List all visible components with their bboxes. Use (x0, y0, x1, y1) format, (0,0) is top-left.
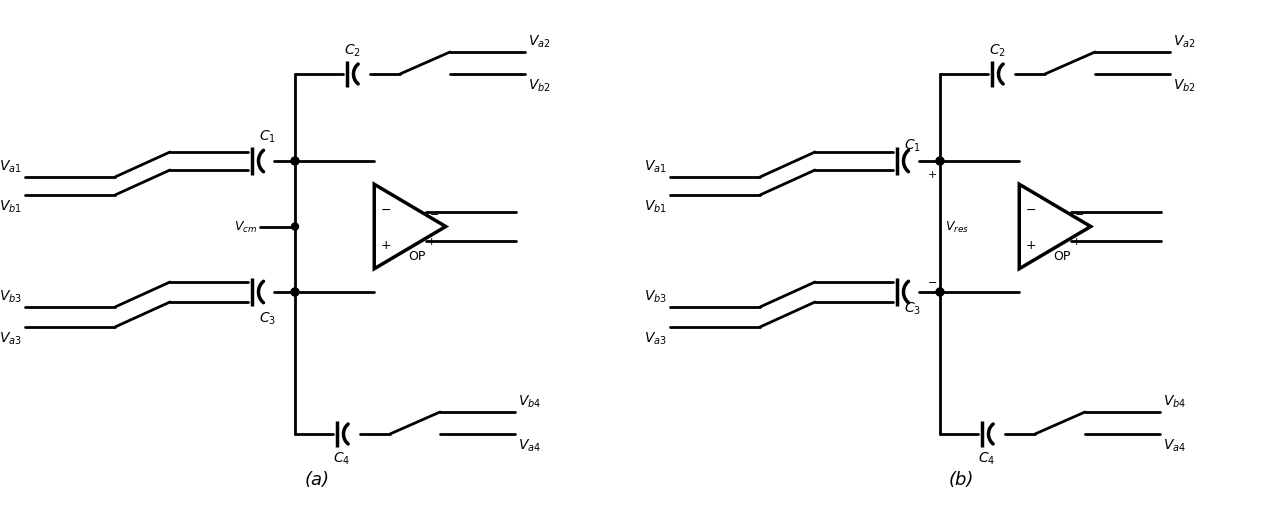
Text: $C_4$: $C_4$ (978, 450, 996, 466)
Text: $V_{a4}$: $V_{a4}$ (518, 437, 541, 454)
Text: $+$: $+$ (1025, 239, 1036, 252)
Text: $V_{a1}$: $V_{a1}$ (645, 158, 666, 175)
Text: $V_{a1}$: $V_{a1}$ (0, 158, 22, 175)
Text: $V_{b4}$: $V_{b4}$ (518, 393, 541, 409)
Text: $-$: $-$ (1074, 208, 1085, 218)
Text: $C_4$: $C_4$ (333, 450, 351, 466)
Text: $V_{a3}$: $V_{a3}$ (644, 330, 666, 347)
Text: $C_3$: $C_3$ (258, 310, 276, 327)
Text: $-$: $-$ (1025, 203, 1036, 215)
Text: $C_2$: $C_2$ (343, 43, 360, 59)
Text: OP: OP (408, 250, 426, 263)
Text: $V_{a3}$: $V_{a3}$ (0, 330, 22, 347)
Text: $+$: $+$ (426, 236, 436, 247)
Text: $V_{b1}$: $V_{b1}$ (644, 199, 666, 215)
Text: $V_{cm}$: $V_{cm}$ (233, 219, 257, 235)
Text: $V_{a2}$: $V_{a2}$ (528, 34, 551, 50)
Text: $V_{b3}$: $V_{b3}$ (0, 288, 22, 304)
Text: $-$: $-$ (380, 203, 392, 215)
Text: $V_{b4}$: $V_{b4}$ (1163, 393, 1186, 409)
Text: $V_{a4}$: $V_{a4}$ (1163, 437, 1186, 454)
Text: $+$: $+$ (1071, 236, 1081, 247)
Text: (b): (b) (949, 470, 974, 488)
Text: $C_1$: $C_1$ (258, 128, 276, 145)
Text: $C_2$: $C_2$ (988, 43, 1006, 59)
Text: $V_{a2}$: $V_{a2}$ (1173, 34, 1196, 50)
Text: $-$: $-$ (430, 208, 440, 218)
Circle shape (936, 289, 944, 296)
Circle shape (936, 158, 944, 165)
Circle shape (291, 223, 299, 231)
Text: $V_{res}$: $V_{res}$ (945, 219, 969, 235)
Text: $V_{b1}$: $V_{b1}$ (0, 199, 22, 215)
Text: $C_1$: $C_1$ (903, 137, 921, 154)
Circle shape (291, 158, 299, 165)
Text: $V_{b2}$: $V_{b2}$ (1173, 78, 1196, 94)
Text: $+$: $+$ (380, 239, 392, 252)
Text: $C_3$: $C_3$ (903, 300, 921, 317)
Text: $-$: $-$ (927, 275, 938, 286)
Text: $+$: $+$ (927, 168, 938, 179)
Text: OP: OP (1053, 250, 1071, 263)
Text: (a): (a) (304, 470, 329, 488)
Text: $V_{b2}$: $V_{b2}$ (528, 78, 551, 94)
Circle shape (291, 289, 299, 296)
Text: $V_{b3}$: $V_{b3}$ (644, 288, 666, 304)
